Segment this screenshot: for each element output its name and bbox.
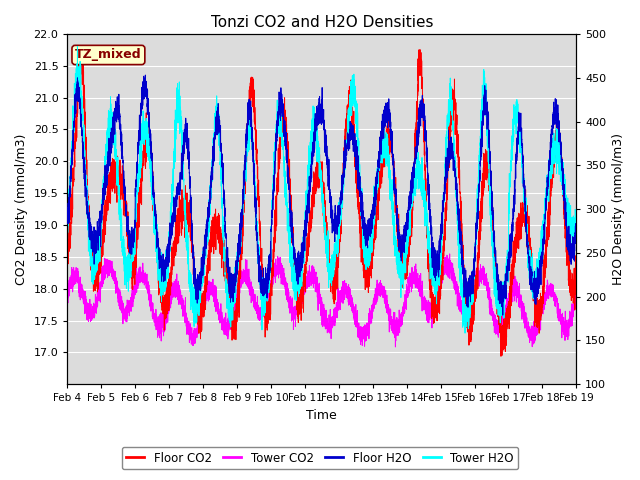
X-axis label: Time: Time (307, 409, 337, 422)
Text: TZ_mixed: TZ_mixed (75, 48, 141, 61)
Legend: Floor CO2, Tower CO2, Floor H2O, Tower H2O: Floor CO2, Tower CO2, Floor H2O, Tower H… (122, 447, 518, 469)
Title: Tonzi CO2 and H2O Densities: Tonzi CO2 and H2O Densities (211, 15, 433, 30)
Y-axis label: H2O Density (mmol/m3): H2O Density (mmol/m3) (612, 133, 625, 285)
Y-axis label: CO2 Density (mmol/m3): CO2 Density (mmol/m3) (15, 133, 28, 285)
